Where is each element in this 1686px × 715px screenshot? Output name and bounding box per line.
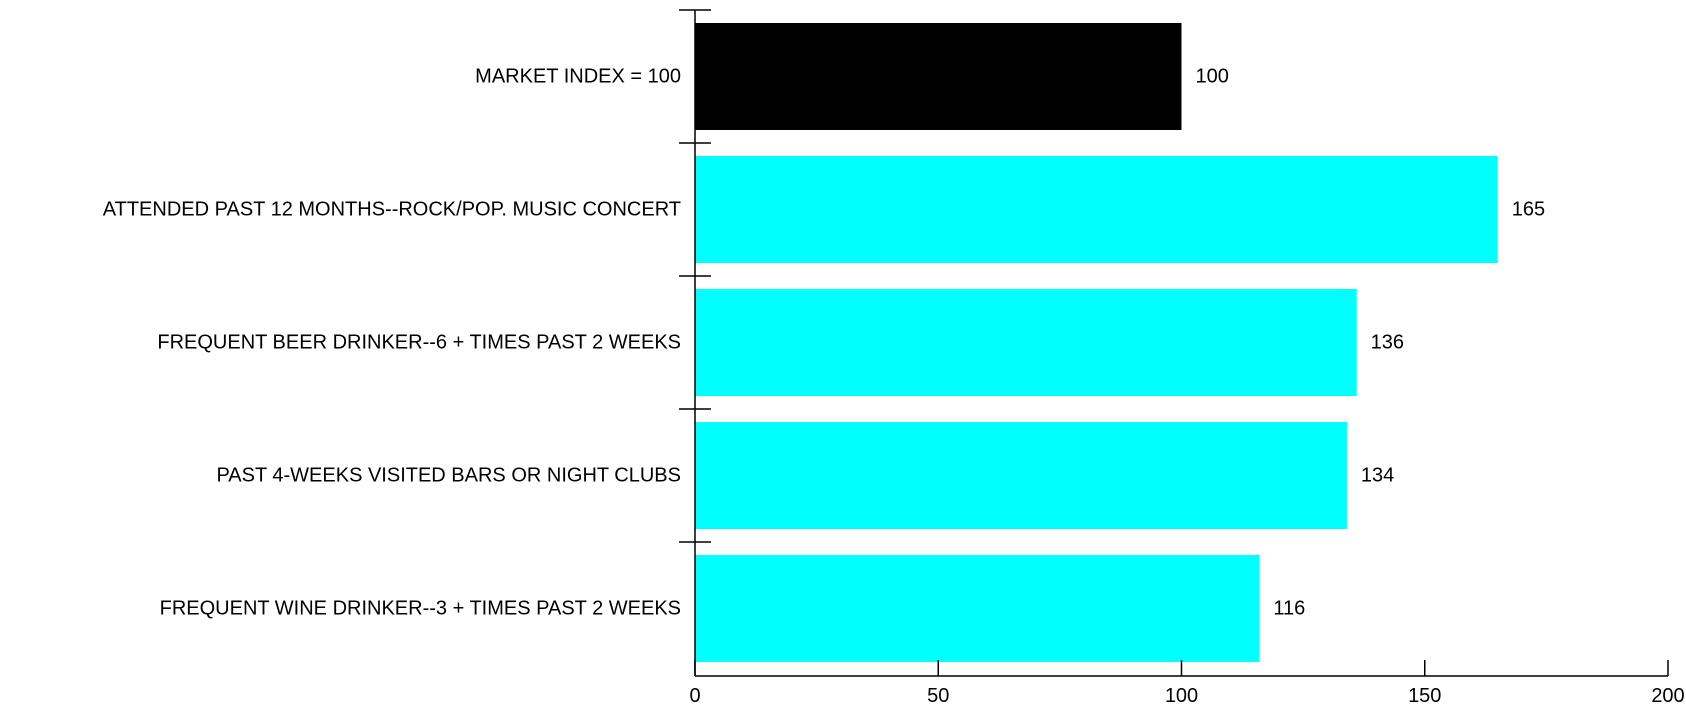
bar <box>695 555 1260 662</box>
category-label: PAST 4-WEEKS VISITED BARS OR NIGHT CLUBS <box>216 465 681 487</box>
x-tick-label: 200 <box>1651 685 1684 707</box>
labels-layer: MARKET INDEX = 100 100 ATTENDED PAST 12 MO… <box>103 66 1685 708</box>
value-label: 136 <box>1371 332 1404 354</box>
value-label: 134 <box>1361 465 1394 487</box>
bar <box>695 289 1357 396</box>
x-tick-label: 50 <box>927 685 949 707</box>
value-label: 116 <box>1273 598 1305 620</box>
bar <box>695 422 1347 529</box>
bar <box>695 23 1182 130</box>
x-tick-label: 150 <box>1408 685 1441 707</box>
category-label: FREQUENT WINE DRINKER--3 + TIMES PAST 2 … <box>160 598 681 620</box>
category-label: ATTENDED PAST 12 MONTHS--ROCK/POP. MUSIC… <box>103 199 681 221</box>
axes-layer <box>679 9 1669 677</box>
value-label: 100 <box>1196 66 1229 88</box>
bars-layer <box>695 23 1498 662</box>
bar <box>695 156 1498 263</box>
x-tick-label: 100 <box>1165 685 1198 707</box>
x-tick-label: 0 <box>689 685 700 707</box>
value-label: 165 <box>1512 199 1545 221</box>
category-label: MARKET INDEX = 100 <box>475 66 681 88</box>
category-label: FREQUENT BEER DRINKER--6 + TIMES PAST 2 … <box>157 332 681 354</box>
